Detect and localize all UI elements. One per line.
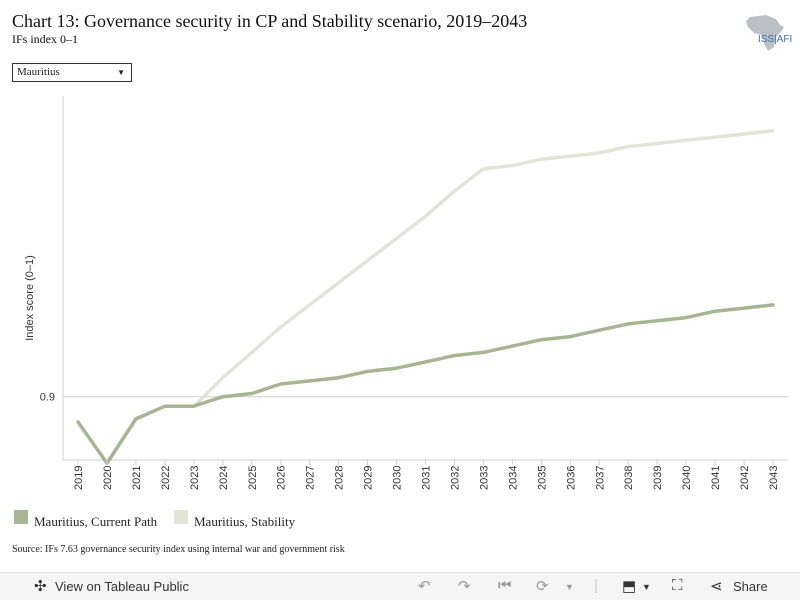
- x-tick-label: 2036: [565, 466, 577, 490]
- x-tick-label: 2024: [218, 466, 230, 490]
- legend-swatch-stability: [174, 510, 188, 524]
- africa-map-logo-icon: [746, 15, 784, 51]
- x-tick-label: 2020: [102, 466, 114, 490]
- chart-subtitle: IFs index 0–1: [12, 32, 78, 46]
- dropdown-selected-value: Mauritius: [17, 66, 60, 78]
- x-tick-label: 2038: [623, 466, 635, 490]
- x-tick-label: 2040: [681, 466, 693, 490]
- x-tick-label: 2026: [276, 466, 288, 490]
- x-tick-label: 2037: [594, 466, 606, 490]
- x-tick-labels: 2019 2020 2021 2022 2023 2024 2025 2026 2027 2028…: [73, 460, 780, 490]
- x-tick-label: 2022: [160, 466, 172, 490]
- x-tick-label: 2042: [739, 466, 751, 490]
- view-on-tableau-link[interactable]: View on Tableau Public: [55, 579, 189, 594]
- refresh-dropdown-caret-icon[interactable]: ▼: [565, 582, 574, 592]
- toolbar-divider: |: [594, 577, 598, 594]
- x-tick-label: 2019: [73, 466, 85, 490]
- legend-label-current-path: Mauritius, Current Path: [34, 514, 158, 529]
- legend-label-stability: Mauritius, Stability: [194, 514, 296, 529]
- source-note: Source: IFs 7.63 governance security ind…: [12, 544, 345, 555]
- logo-text: ISS|AFI: [758, 34, 793, 45]
- x-tick-label: 2043: [768, 466, 780, 490]
- download-caret-icon[interactable]: ▼: [642, 582, 651, 592]
- x-tick-label: 2039: [652, 466, 664, 490]
- redo-icon[interactable]: ↷: [458, 578, 471, 595]
- x-tick-label: 2033: [478, 466, 490, 490]
- x-tick-label: 2032: [449, 466, 461, 490]
- x-tick-label: 2034: [507, 466, 519, 490]
- tableau-toolbar: ✣ View on Tableau Public ↶ ↷ ⏮ ⟳ ▼ | ⬒ ▼…: [0, 572, 800, 600]
- share-button[interactable]: Share: [733, 579, 768, 594]
- share-icon[interactable]: ⋖: [710, 578, 723, 595]
- x-tick-label: 2021: [131, 466, 143, 490]
- undo-icon[interactable]: ↶: [418, 578, 431, 595]
- caret-down-icon: ▼: [117, 68, 125, 77]
- x-tick-label: 2025: [247, 466, 259, 490]
- y-tick-label: 0.9: [40, 392, 55, 404]
- legend-swatch-current-path: [14, 510, 28, 524]
- x-tick-label: 2023: [189, 466, 201, 490]
- x-tick-label: 2029: [363, 466, 375, 490]
- axes-layer: 0.9: [40, 96, 788, 461]
- tableau-logo-icon: ✣: [34, 578, 47, 595]
- line-chart: 0.9 2019 2020 2021 2022 2023 2024 2025 2026 2027…: [24, 96, 788, 490]
- x-tick-label: 2035: [536, 466, 548, 490]
- series-line[interactable]: [76, 303, 775, 465]
- x-tick-label: 2027: [305, 466, 317, 490]
- series-layer: [76, 129, 775, 465]
- x-tick-label: 2030: [392, 466, 404, 490]
- revert-icon[interactable]: ⏮: [498, 577, 512, 594]
- chart-title: Chart 13: Governance security in CP and …: [12, 11, 528, 31]
- fullscreen-icon[interactable]: ⛶: [672, 577, 683, 594]
- download-icon[interactable]: ⬒: [622, 578, 637, 595]
- x-tick-label: 2028: [334, 466, 346, 490]
- refresh-icon[interactable]: ⟳: [536, 578, 549, 595]
- x-tick-label: 2031: [421, 466, 433, 490]
- country-filter-dropdown[interactable]: Mauritius ▼: [12, 63, 132, 82]
- series-line[interactable]: [76, 129, 775, 465]
- x-tick-label: 2041: [710, 466, 722, 490]
- y-axis-label: Index score (0–1): [24, 255, 36, 341]
